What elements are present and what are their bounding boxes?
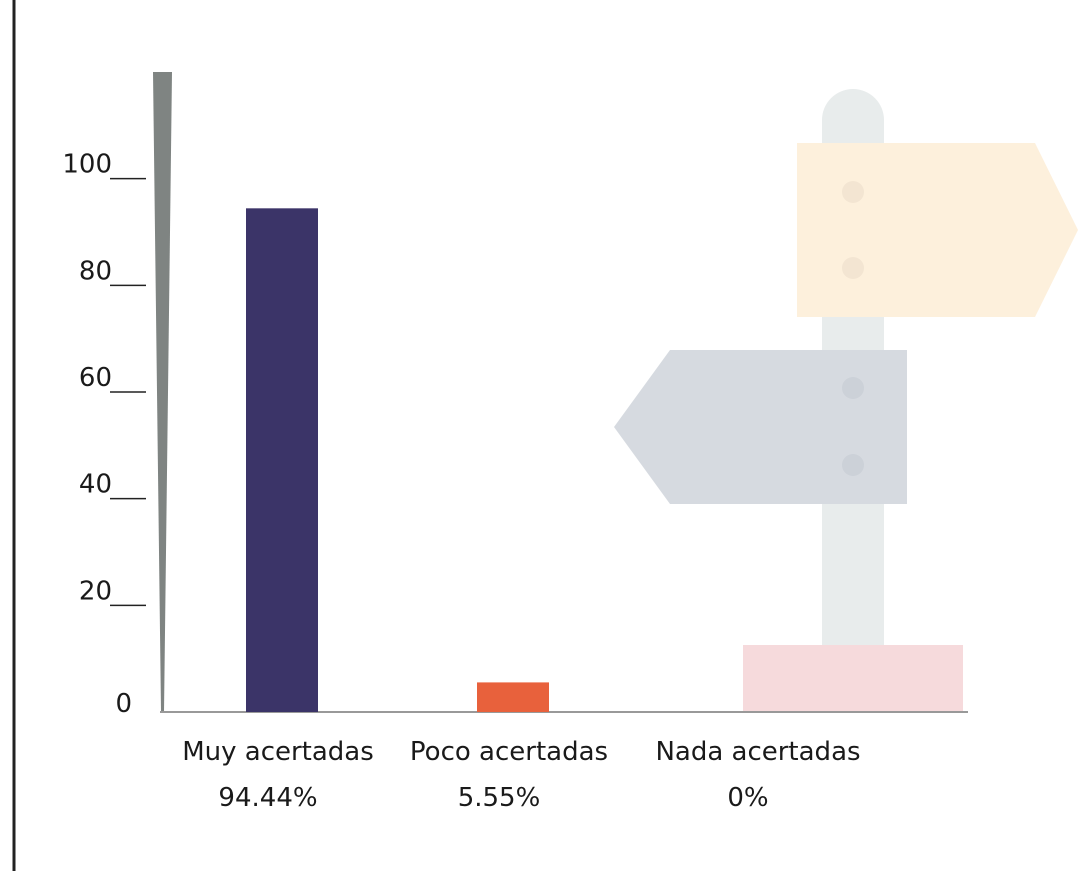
bolt [842, 181, 864, 203]
value-label: 5.55% [458, 783, 541, 813]
bolt [842, 377, 864, 399]
y-tick-label: 40 [79, 470, 112, 500]
bolt [842, 257, 864, 279]
y-tick-label: 20 [79, 576, 112, 606]
y-tick-label: 0 [115, 689, 132, 719]
sign-left [614, 350, 907, 504]
category-label: Muy acertadas [182, 737, 374, 767]
y-tick-label: 60 [79, 363, 112, 393]
bar [246, 208, 318, 712]
bolt [842, 454, 864, 476]
y-axis [153, 72, 172, 712]
category-label: Nada acertadas [655, 737, 860, 767]
value-label: 0% [727, 783, 768, 813]
y-tick-label: 80 [79, 256, 112, 286]
sign-right [797, 143, 1078, 317]
y-tick-label: 100 [62, 150, 112, 180]
sign-base [743, 645, 963, 712]
signpost-decoration [614, 89, 1078, 712]
category-label: Poco acertadas [410, 737, 608, 767]
bar [477, 682, 549, 712]
value-label: 94.44% [218, 783, 317, 813]
